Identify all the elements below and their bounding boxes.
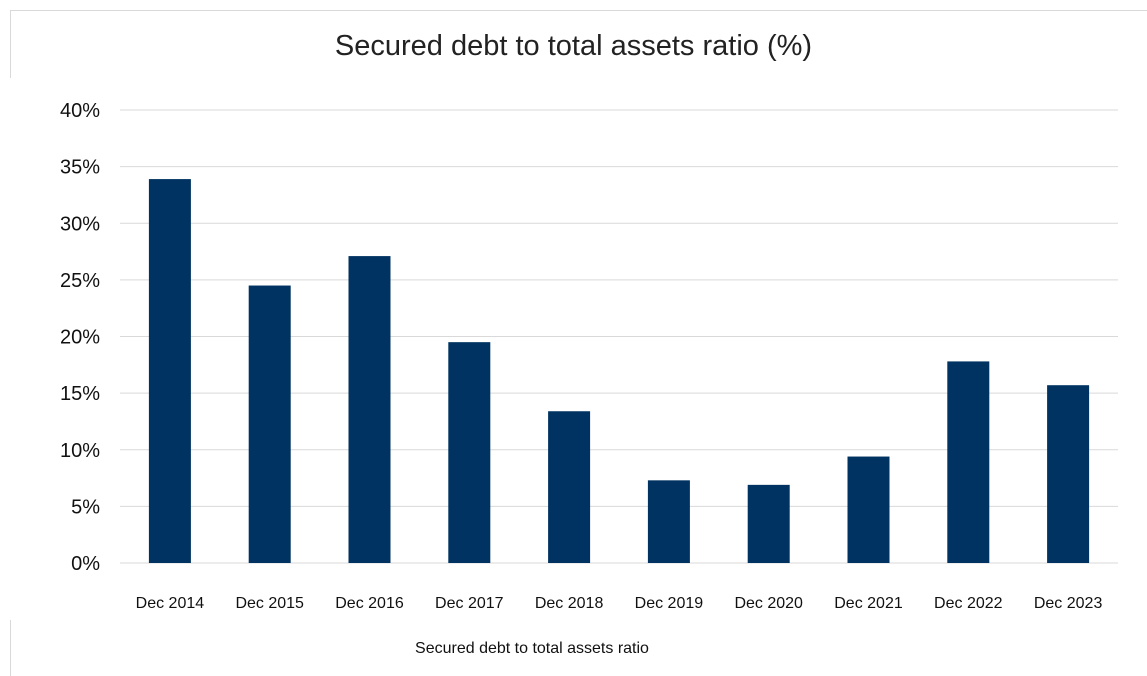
bar	[647, 480, 690, 563]
x-tick-label: Dec 2021	[834, 595, 903, 612]
bar	[448, 342, 491, 563]
y-tick-label: 10%	[60, 440, 100, 462]
y-axis-tick-labels: 0% 5% 10% 15% 20% 25% 30% 35% 40%	[60, 100, 100, 575]
x-tick-label: Dec 2023	[1034, 595, 1103, 612]
bar	[947, 361, 990, 563]
x-tick-label: Dec 2018	[535, 595, 604, 612]
x-tick-label: Dec 2015	[235, 595, 304, 612]
y-tick-label: 5%	[71, 496, 100, 518]
bar	[248, 285, 291, 563]
y-tick-label: 20%	[60, 327, 100, 349]
x-tick-label: Dec 2020	[734, 595, 803, 612]
y-tick-label: 35%	[60, 157, 100, 179]
chart-title: Secured debt to total assets ratio (%)	[334, 30, 813, 62]
x-tick-label: Dec 2017	[435, 595, 504, 612]
legend-entry: Secured debt to total assets ratio	[415, 640, 649, 657]
y-tick-label: 30%	[60, 213, 100, 235]
x-tick-label: Dec 2016	[335, 595, 404, 612]
x-axis-tick-labels: Dec 2014 Dec 2015 Dec 2016 Dec 2017 Dec 2018…	[136, 595, 1103, 612]
x-tick-label: Dec 2022	[934, 595, 1003, 612]
y-tick-label: 15%	[60, 383, 100, 405]
y-tick-label: 40%	[60, 100, 100, 122]
x-tick-label: Dec 2014	[136, 595, 205, 612]
bar	[548, 411, 591, 563]
bars	[148, 179, 1090, 563]
bar	[148, 179, 191, 563]
bar	[1047, 385, 1090, 563]
bar	[348, 256, 391, 563]
y-tick-label: 0%	[71, 553, 100, 575]
chart-frame-top-edge	[10, 10, 1147, 11]
y-tick-label: 25%	[60, 270, 100, 292]
chart-frame-left-edge-top	[10, 10, 11, 78]
chart-frame-left-edge-bottom	[10, 620, 11, 676]
x-tick-label: Dec 2019	[635, 595, 704, 612]
bar	[847, 456, 890, 563]
bar	[747, 484, 790, 563]
